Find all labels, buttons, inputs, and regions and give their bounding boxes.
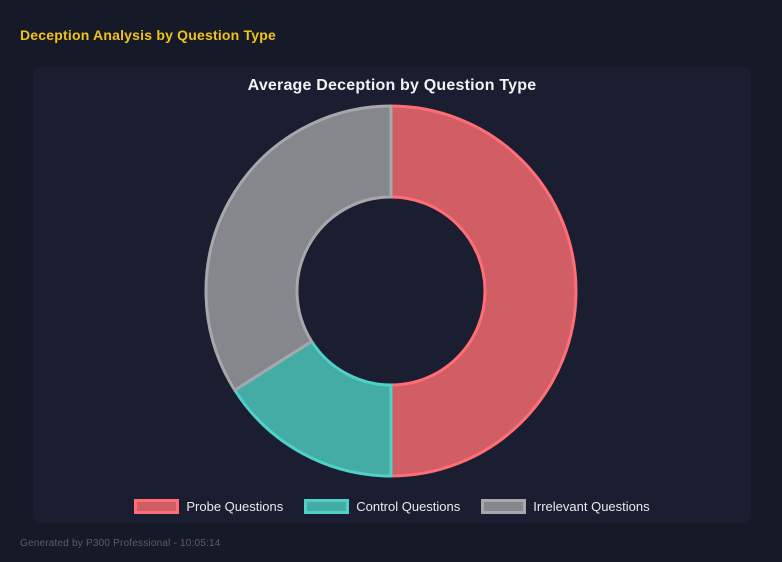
footer-status: Generated by P300 Professional - 10:05:1…	[20, 538, 221, 549]
legend-item-probe-questions[interactable]: Probe Questions	[134, 498, 284, 514]
legend-item-irrelevant-questions[interactable]: Irrelevant Questions	[481, 498, 650, 514]
legend-label-irrelevant-questions: Irrelevant Questions	[533, 498, 650, 514]
legend-swatch-control-questions	[304, 498, 350, 514]
legend-label-probe-questions: Probe Questions	[186, 498, 284, 514]
donut-segment-irrelevant-questions[interactable]	[204, 104, 393, 392]
chart-title: Average Deception by Question Type	[247, 77, 537, 94]
legend-swatch-irrelevant-questions	[481, 498, 527, 514]
donut-segment-probe-questions[interactable]	[389, 104, 578, 478]
chart-panel: Average Deception by Question Type Probe…	[33, 67, 751, 522]
donut-chart	[204, 104, 578, 478]
legend-swatch-probe-questions	[134, 498, 180, 514]
legend-item-control-questions[interactable]: Control Questions	[304, 498, 461, 514]
page-title: Deception Analysis by Question Type	[20, 27, 276, 43]
legend-label-control-questions: Control Questions	[356, 498, 461, 514]
donut-segment-control-questions[interactable]	[233, 339, 393, 478]
chart-legend: Probe Questions Control Questions Irreleva…	[33, 497, 751, 515]
